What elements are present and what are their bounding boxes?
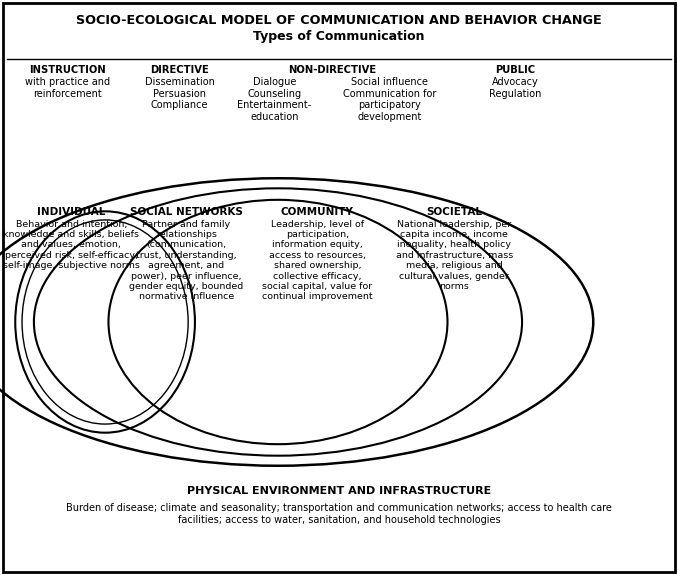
Text: SOCIAL NETWORKS: SOCIAL NETWORKS [130,207,243,217]
Text: National leadership, per
capita income, income
inequality, health policy
and inf: National leadership, per capita income, … [396,220,513,291]
FancyBboxPatch shape [3,3,675,572]
Text: Partner and family
relationships
(communication,
trust, understanding,
agreement: Partner and family relationships (commun… [129,220,243,301]
Text: SOCIETAL: SOCIETAL [426,207,482,217]
Text: INSTRUCTION: INSTRUCTION [29,65,106,75]
Text: DIRECTIVE: DIRECTIVE [151,65,209,75]
Text: Social influence
Communication for
participatory
development: Social influence Communication for parti… [343,77,437,122]
Text: PHYSICAL ENVIRONMENT AND INFRASTRUCTURE: PHYSICAL ENVIRONMENT AND INFRASTRUCTURE [187,486,491,496]
Text: Advocacy
Regulation: Advocacy Regulation [489,77,542,99]
Text: Types of Communication: Types of Communication [254,30,424,43]
Text: Dialogue
Counseling
Entertainment-
education: Dialogue Counseling Entertainment- educa… [237,77,312,122]
Text: COMMUNITY: COMMUNITY [281,207,354,217]
Text: INDIVIDUAL: INDIVIDUAL [37,207,105,217]
Text: SOCIO-ECOLOGICAL MODEL OF COMMUNICATION AND BEHAVIOR CHANGE: SOCIO-ECOLOGICAL MODEL OF COMMUNICATION … [76,14,602,28]
Text: Behavior and intention,
knowledge and skills, beliefs
and values, emotion,
perce: Behavior and intention, knowledge and sk… [3,220,140,270]
Text: with practice and
reinforcement: with practice and reinforcement [25,77,111,99]
Text: Leadership, level of
participation,
information equity,
access to resources,
sha: Leadership, level of participation, info… [262,220,373,301]
Text: Dissemination
Persuasion
Compliance: Dissemination Persuasion Compliance [144,77,215,110]
Text: Burden of disease; climate and seasonality; transportation and communication net: Burden of disease; climate and seasonali… [66,503,612,525]
Text: NON-DIRECTIVE: NON-DIRECTIVE [288,65,376,75]
Text: PUBLIC: PUBLIC [495,65,536,75]
